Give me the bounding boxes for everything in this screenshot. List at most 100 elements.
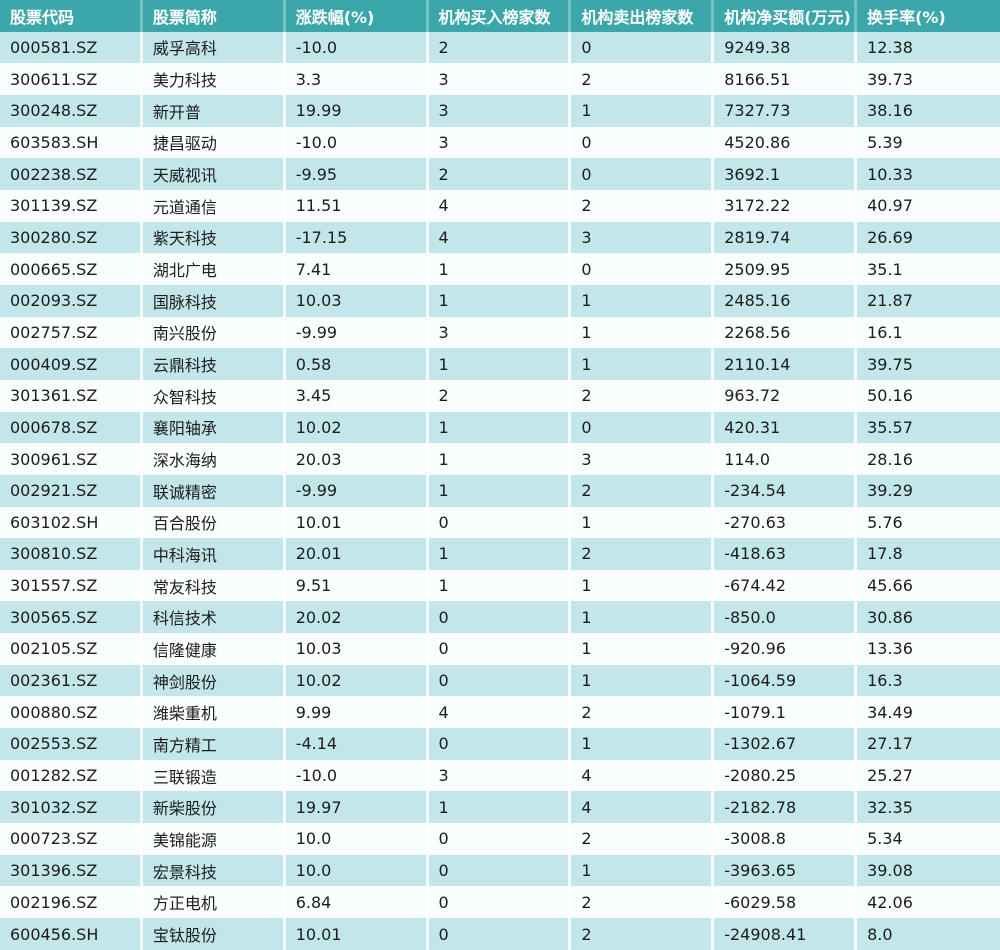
cell-inst-sell-count: 0 — [571, 31, 715, 64]
cell-change-pct: -17.15 — [285, 221, 429, 254]
table-row: 300565.SZ 科信技术 20.02 0 1 -850.0 30.86 — [0, 601, 1000, 634]
cell-stock-code: 301361.SZ — [0, 379, 143, 412]
cell-stock-code: 002361.SZ — [0, 664, 143, 697]
table-body: 000581.SZ 威孚高科 -10.0 2 0 9249.38 12.38 300611.S… — [0, 31, 1000, 950]
cell-inst-buy-count: 1 — [428, 538, 572, 570]
cell-inst-buy-count: 1 — [428, 411, 572, 444]
cell-inst-net-buy: 2485.16 — [714, 284, 858, 317]
cell-change-pct: 7.41 — [285, 253, 429, 285]
cell-turnover-rate: 39.29 — [857, 474, 1000, 507]
cell-turnover-rate: 50.16 — [857, 379, 1000, 412]
cell-inst-buy-count: 3 — [428, 63, 572, 95]
table-row: 301557.SZ 常友科技 9.51 1 1 -674.42 45.66 — [0, 569, 1000, 602]
cell-turnover-rate: 17.8 — [857, 538, 1000, 570]
cell-inst-sell-count: 0 — [571, 126, 715, 159]
cell-inst-net-buy: -270.63 — [714, 506, 858, 539]
cell-inst-sell-count: 4 — [571, 759, 715, 792]
cell-change-pct: 10.03 — [285, 284, 429, 317]
cell-change-pct: -10.0 — [285, 31, 429, 64]
cell-inst-sell-count: 2 — [571, 886, 715, 919]
cell-stock-code: 002196.SZ — [0, 886, 143, 919]
cell-inst-sell-count: 1 — [571, 569, 715, 602]
cell-stock-code: 600456.SH — [0, 918, 143, 950]
cell-stock-name: 百合股份 — [142, 506, 286, 539]
cell-inst-sell-count: 1 — [571, 633, 715, 665]
cell-stock-name: 信隆健康 — [142, 633, 286, 665]
cell-turnover-rate: 39.08 — [857, 854, 1000, 887]
cell-inst-buy-count: 2 — [428, 379, 572, 412]
cell-stock-code: 300565.SZ — [0, 601, 143, 634]
cell-stock-code: 000665.SZ — [0, 253, 143, 285]
cell-inst-sell-count: 0 — [571, 411, 715, 444]
cell-stock-name: 襄阳轴承 — [142, 411, 286, 444]
cell-inst-net-buy: 3692.1 — [714, 158, 858, 190]
cell-change-pct: 20.01 — [285, 538, 429, 570]
cell-inst-buy-count: 0 — [428, 506, 572, 539]
cell-stock-name: 潍柴重机 — [142, 696, 286, 729]
cell-stock-code: 300810.SZ — [0, 538, 143, 570]
column-header-turnover-rate: 换手率(%) — [857, 0, 1000, 32]
cell-change-pct: 10.0 — [285, 823, 429, 855]
cell-inst-net-buy: 420.31 — [714, 411, 858, 444]
cell-stock-name: 威孚高科 — [142, 31, 286, 64]
cell-inst-net-buy: 7327.73 — [714, 94, 858, 127]
cell-inst-buy-count: 1 — [428, 253, 572, 285]
cell-inst-buy-count: 3 — [428, 126, 572, 159]
cell-change-pct: 10.02 — [285, 411, 429, 444]
cell-change-pct: 20.02 — [285, 601, 429, 634]
cell-change-pct: 19.97 — [285, 791, 429, 824]
cell-inst-buy-count: 0 — [428, 664, 572, 697]
cell-inst-net-buy: -2182.78 — [714, 791, 858, 824]
cell-change-pct: 10.02 — [285, 664, 429, 697]
cell-inst-net-buy: 114.0 — [714, 443, 858, 475]
cell-inst-net-buy: -920.96 — [714, 633, 858, 665]
cell-turnover-rate: 5.34 — [857, 823, 1000, 855]
table-row: 301396.SZ 宏景科技 10.0 0 1 -3963.65 39.08 — [0, 854, 1000, 887]
cell-stock-name: 宝钛股份 — [142, 918, 286, 950]
column-header-inst-sell-count: 机构卖出榜家数 — [571, 0, 715, 32]
cell-stock-code: 000409.SZ — [0, 348, 143, 380]
cell-inst-net-buy: 2509.95 — [714, 253, 858, 285]
cell-inst-sell-count: 1 — [571, 728, 715, 760]
table-row: 002921.SZ 联诚精密 -9.99 1 2 -234.54 39.29 — [0, 474, 1000, 507]
cell-stock-code: 000880.SZ — [0, 696, 143, 729]
cell-stock-name: 深水海纳 — [142, 443, 286, 475]
cell-turnover-rate: 30.86 — [857, 601, 1000, 634]
cell-inst-buy-count: 3 — [428, 316, 572, 349]
table-row: 001282.SZ 三联锻造 -10.0 3 4 -2080.25 25.27 — [0, 759, 1000, 792]
cell-turnover-rate: 26.69 — [857, 221, 1000, 254]
cell-stock-code: 000723.SZ — [0, 823, 143, 855]
cell-turnover-rate: 5.76 — [857, 506, 1000, 539]
column-header-change-pct: 涨跌幅(%) — [285, 0, 429, 32]
cell-stock-code: 002553.SZ — [0, 728, 143, 760]
cell-inst-net-buy: -1064.59 — [714, 664, 858, 697]
table-row: 002238.SZ 天威视讯 -9.95 2 0 3692.1 10.33 — [0, 158, 1000, 190]
cell-change-pct: 10.01 — [285, 506, 429, 539]
table-row: 300280.SZ 紫天科技 -17.15 4 3 2819.74 26.69 — [0, 221, 1000, 254]
cell-stock-code: 300280.SZ — [0, 221, 143, 254]
cell-stock-name: 美锦能源 — [142, 823, 286, 855]
cell-stock-name: 南方精工 — [142, 728, 286, 760]
cell-stock-code: 002105.SZ — [0, 633, 143, 665]
cell-change-pct: 11.51 — [285, 189, 429, 222]
cell-stock-name: 新柴股份 — [142, 791, 286, 824]
cell-stock-name: 三联锻造 — [142, 759, 286, 792]
cell-change-pct: 10.01 — [285, 918, 429, 950]
cell-stock-code: 301557.SZ — [0, 569, 143, 602]
cell-inst-sell-count: 1 — [571, 94, 715, 127]
cell-inst-sell-count: 1 — [571, 316, 715, 349]
cell-stock-name: 湖北广电 — [142, 253, 286, 285]
table-row: 000665.SZ 湖北广电 7.41 1 0 2509.95 35.1 — [0, 253, 1000, 285]
cell-inst-net-buy: -1302.67 — [714, 728, 858, 760]
cell-inst-buy-count: 1 — [428, 474, 572, 507]
cell-change-pct: 10.03 — [285, 633, 429, 665]
cell-stock-name: 常友科技 — [142, 569, 286, 602]
cell-inst-net-buy: 4520.86 — [714, 126, 858, 159]
cell-inst-net-buy: -674.42 — [714, 569, 858, 602]
cell-inst-buy-count: 4 — [428, 221, 572, 254]
cell-inst-net-buy: -6029.58 — [714, 886, 858, 919]
cell-inst-net-buy: 2819.74 — [714, 221, 858, 254]
cell-change-pct: -10.0 — [285, 126, 429, 159]
cell-stock-name: 紫天科技 — [142, 221, 286, 254]
cell-inst-buy-count: 1 — [428, 569, 572, 602]
